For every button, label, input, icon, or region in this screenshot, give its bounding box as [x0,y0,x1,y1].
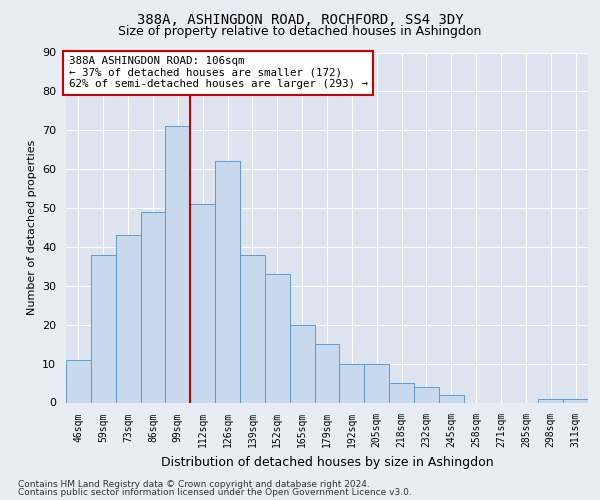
Bar [290,324,314,402]
Text: Contains public sector information licensed under the Open Government Licence v3: Contains public sector information licen… [18,488,412,497]
Text: Size of property relative to detached houses in Ashingdon: Size of property relative to detached ho… [118,25,482,38]
Bar [538,398,563,402]
Bar [190,204,215,402]
Bar [340,364,364,403]
Bar [314,344,340,403]
Bar [414,387,439,402]
Text: 388A, ASHINGDON ROAD, ROCHFORD, SS4 3DY: 388A, ASHINGDON ROAD, ROCHFORD, SS4 3DY [137,12,463,26]
Bar [563,398,588,402]
Bar [91,254,116,402]
Bar [240,254,265,402]
X-axis label: Distribution of detached houses by size in Ashingdon: Distribution of detached houses by size … [161,456,493,469]
Y-axis label: Number of detached properties: Number of detached properties [26,140,37,315]
Bar [166,126,190,402]
Bar [439,394,464,402]
Bar [389,383,414,402]
Text: Contains HM Land Registry data © Crown copyright and database right 2024.: Contains HM Land Registry data © Crown c… [18,480,370,489]
Bar [116,236,140,402]
Bar [265,274,290,402]
Bar [66,360,91,403]
Bar [215,162,240,402]
Bar [364,364,389,403]
Text: 388A ASHINGDON ROAD: 106sqm
← 37% of detached houses are smaller (172)
62% of se: 388A ASHINGDON ROAD: 106sqm ← 37% of det… [68,56,368,89]
Bar [140,212,166,402]
